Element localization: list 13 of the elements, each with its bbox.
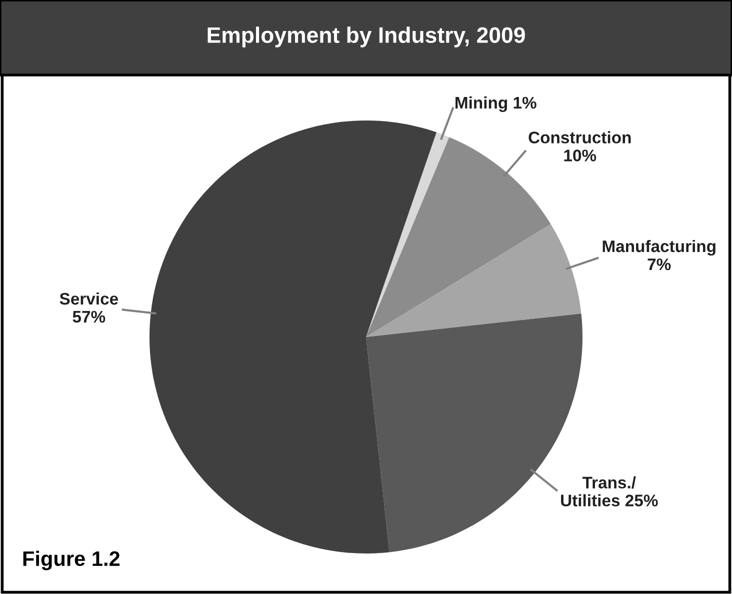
slice-label: Manufacturing [602, 240, 716, 256]
slice-label: Construction [528, 131, 631, 144]
pie-slice [366, 224, 582, 337]
caption: Figure 1.2 [23, 550, 120, 570]
data-label: 10% [564, 150, 596, 162]
pie-slice [366, 132, 450, 337]
slice-label: Mining 1% [456, 96, 536, 112]
slice-label: Trans./ Utilities 25% [561, 476, 658, 506]
data-label: 7% [648, 258, 671, 270]
pie-slice [149, 120, 436, 554]
chart-title: Employment by Industry, 2009 [208, 26, 525, 48]
slice-label: Service [60, 292, 118, 305]
data-label: 57% [72, 310, 106, 323]
